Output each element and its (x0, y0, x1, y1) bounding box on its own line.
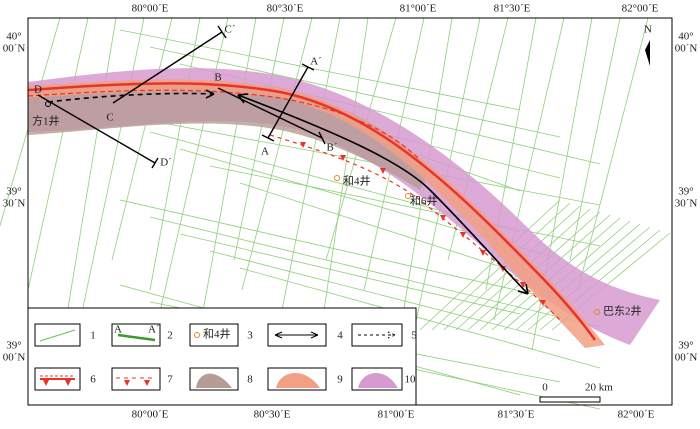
legend-number: 7 (167, 374, 173, 386)
section-label: A´ (310, 56, 322, 68)
legend-section-label: A´ (148, 324, 160, 336)
longitude-label: 80°30´E (254, 409, 291, 421)
well-markers (45, 101, 600, 315)
longitude-label: 82°00´E (618, 409, 655, 421)
legend-teeth (124, 380, 150, 386)
section-label: D´ (160, 157, 172, 169)
seismic-line (111, 17, 173, 261)
section-label: C´ (225, 24, 236, 36)
seismic-line (209, 165, 601, 247)
legend-number: 5 (411, 330, 417, 342)
arrows (47, 89, 529, 295)
seismic-line (209, 250, 561, 342)
scale-bar (539, 396, 601, 403)
fault-teeth (300, 142, 546, 306)
seismic-line (119, 199, 561, 301)
latitude-label: 30´N (3, 198, 26, 210)
latitude-label: 39° (6, 340, 21, 352)
legend-number: 8 (247, 374, 253, 386)
legend-number: 2 (167, 330, 173, 342)
seismic-line (419, 199, 561, 331)
section-label: C (106, 112, 113, 124)
section-label: B (214, 72, 221, 84)
well-label: 和6井 (410, 194, 438, 208)
legend-well (194, 332, 200, 338)
legend-zone-8 (196, 373, 232, 388)
fault-dashed (27, 89, 421, 161)
seismic-line (241, 17, 313, 291)
legend-teeth (43, 380, 71, 386)
seismic-line (239, 182, 521, 274)
seismic-line (149, 17, 201, 291)
legend-zone-9 (276, 372, 320, 388)
latitude-label: 30´N (675, 198, 698, 210)
seismic-line (65, 17, 117, 321)
seismic-line (233, 17, 285, 261)
section-label: D (34, 84, 42, 96)
longitude-label: 80°30´E (267, 3, 304, 15)
scale-label: 20 km (585, 382, 613, 394)
latitude-label: 00´N (3, 43, 26, 55)
latitude-label: 39° (678, 186, 693, 198)
seismic-line (239, 267, 601, 369)
seismic-line (27, 17, 89, 291)
thrust-fault (27, 82, 597, 341)
latitude-label: 00´N (3, 352, 26, 364)
well-label: 巴东2井 (603, 304, 642, 318)
seismic-line (149, 46, 561, 138)
legend-number: 1 (90, 330, 96, 342)
seismic-line (149, 216, 601, 328)
longitude-label: 82°00´E (622, 3, 659, 15)
longitude-label: 81°30´E (494, 3, 531, 15)
legend-well-label: 和4井 (203, 327, 231, 341)
legend-section (117, 333, 156, 342)
north-arrow (645, 40, 650, 66)
scale-label: 0 (542, 382, 548, 394)
latitude-label: 40° (6, 31, 21, 43)
longitude-label: 80°00´E (132, 409, 169, 421)
north-label: N (644, 24, 652, 36)
longitude-label: 81°30´E (498, 409, 535, 421)
legend-section-label: A (114, 324, 122, 336)
well-label: 方1井 (32, 114, 60, 128)
legend-number: 6 (90, 374, 96, 386)
seismic-line (119, 114, 601, 206)
section-lines (37, 25, 326, 169)
legend-number: 3 (247, 330, 253, 342)
legend-number: 9 (337, 374, 343, 386)
longitude-label: 81°00´E (378, 409, 415, 421)
graticule-labels: 80°00´E 80°30´E 81°00´E 81°30´E 82°00´E 80°00… (3, 3, 698, 421)
section-label: B´ (327, 142, 338, 154)
legend-zone-10 (358, 372, 398, 388)
legend-arrow (274, 331, 319, 339)
legend-number: 4 (337, 330, 343, 342)
seismic-line (119, 29, 521, 111)
legend-seismic (39, 329, 76, 342)
latitude-label: 00´N (675, 352, 698, 364)
legend-dashed-arrow (358, 331, 396, 339)
seismic-line (0, 17, 61, 227)
longitude-label: 80°00´E (132, 3, 169, 15)
legend-number: 10 (405, 374, 417, 386)
latitude-label: 39° (6, 186, 21, 198)
latitude-label: 40° (678, 31, 693, 43)
latitude-label: 00´N (675, 43, 698, 55)
well-label: 和4井 (343, 174, 371, 188)
seismic-line (279, 17, 341, 321)
longitude-label: 81°00´E (400, 3, 437, 15)
latitude-label: 39° (678, 340, 693, 352)
section-label: A (261, 146, 269, 158)
seismic-line (157, 17, 229, 321)
